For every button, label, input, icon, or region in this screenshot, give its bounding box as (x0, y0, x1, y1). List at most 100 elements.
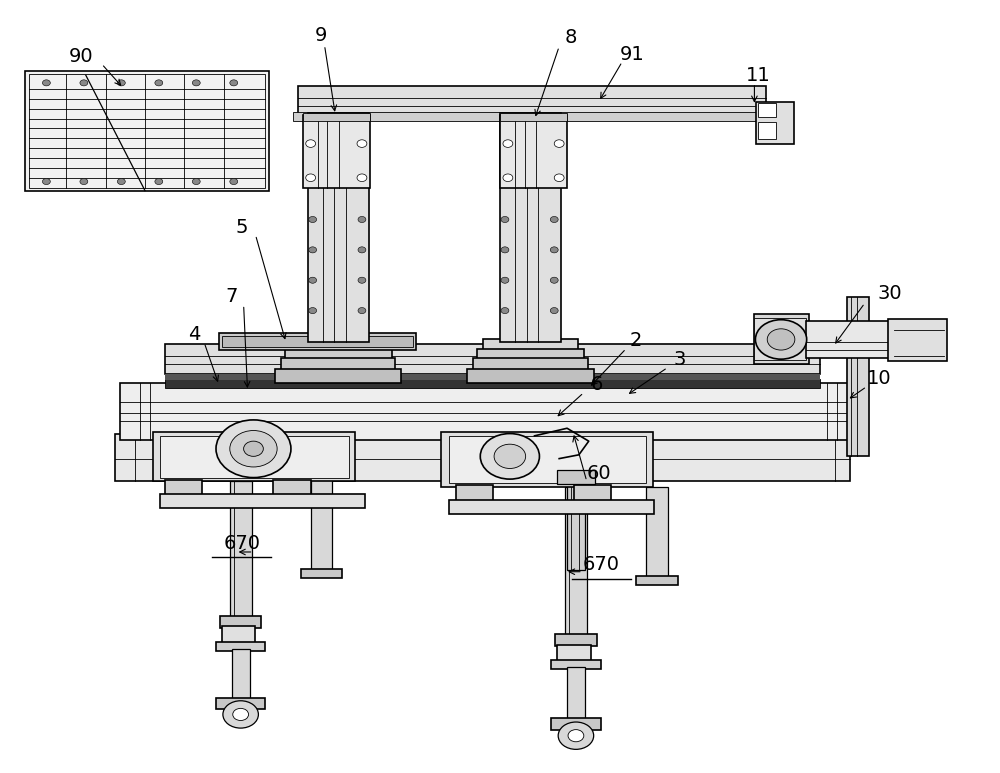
Text: 91: 91 (620, 45, 645, 63)
Bar (456, 485, 493, 502)
Circle shape (503, 174, 513, 182)
Text: 8: 8 (565, 28, 577, 47)
Bar (120, 383, 850, 440)
Text: 6: 6 (590, 376, 603, 394)
Bar (230, 482, 252, 618)
Bar (500, 115, 567, 188)
Bar (293, 112, 771, 121)
Bar (222, 626, 255, 643)
Bar (758, 104, 776, 117)
Circle shape (358, 308, 366, 314)
Bar (449, 500, 654, 514)
Circle shape (309, 247, 317, 253)
Bar (441, 432, 653, 487)
Bar (303, 115, 370, 188)
Bar (467, 369, 594, 383)
Bar (311, 479, 332, 570)
Bar (551, 660, 601, 669)
Circle shape (216, 420, 291, 478)
Circle shape (192, 80, 200, 86)
Circle shape (230, 431, 277, 467)
Bar (25, 70, 269, 191)
Circle shape (501, 247, 509, 253)
Bar (216, 698, 265, 709)
Bar (473, 358, 588, 371)
Bar (165, 379, 820, 388)
Text: 90: 90 (69, 47, 93, 66)
Circle shape (192, 179, 200, 185)
Circle shape (550, 278, 558, 283)
Bar (483, 339, 578, 350)
Bar (754, 318, 806, 360)
Text: 9: 9 (314, 26, 327, 46)
Bar (216, 642, 265, 651)
Bar (449, 436, 646, 483)
Bar (574, 485, 611, 502)
Bar (165, 344, 820, 374)
Circle shape (550, 216, 558, 223)
Circle shape (117, 80, 125, 86)
Bar (29, 73, 265, 188)
Circle shape (550, 308, 558, 314)
Bar (222, 336, 413, 347)
Circle shape (80, 179, 88, 185)
Text: 2: 2 (630, 332, 642, 350)
Bar (806, 322, 890, 358)
Circle shape (306, 174, 316, 182)
Bar (232, 649, 250, 700)
Circle shape (230, 179, 238, 185)
Bar (565, 488, 587, 635)
Bar (165, 374, 820, 380)
Bar (219, 333, 416, 350)
Bar (758, 122, 776, 139)
Bar (646, 487, 668, 577)
Bar (477, 349, 584, 360)
Text: 670: 670 (223, 534, 260, 553)
Circle shape (230, 80, 238, 86)
Circle shape (155, 179, 163, 185)
Bar (301, 569, 342, 577)
Bar (115, 434, 850, 482)
Text: 10: 10 (867, 369, 892, 388)
Circle shape (358, 216, 366, 223)
Circle shape (306, 140, 316, 148)
Text: 7: 7 (226, 288, 238, 306)
Bar (165, 480, 202, 496)
Bar (636, 577, 678, 585)
Text: 11: 11 (746, 66, 771, 85)
Bar (298, 86, 766, 114)
Circle shape (80, 80, 88, 86)
Circle shape (357, 174, 367, 182)
Circle shape (358, 247, 366, 253)
Text: 670: 670 (583, 555, 620, 574)
Text: 3: 3 (673, 350, 686, 369)
Circle shape (558, 722, 594, 749)
Circle shape (244, 441, 263, 456)
Text: 30: 30 (877, 284, 902, 303)
Text: 5: 5 (235, 217, 248, 237)
Circle shape (223, 701, 258, 728)
Bar (500, 113, 567, 121)
Circle shape (755, 320, 807, 359)
Circle shape (494, 444, 526, 468)
Bar (303, 113, 370, 121)
Bar (275, 369, 401, 383)
Circle shape (233, 708, 249, 720)
Bar (291, 339, 386, 350)
Circle shape (554, 174, 564, 182)
Circle shape (309, 308, 317, 314)
Circle shape (767, 329, 795, 350)
Bar (153, 432, 355, 482)
Circle shape (503, 140, 513, 148)
Bar (557, 645, 591, 661)
Circle shape (501, 278, 509, 283)
Circle shape (501, 308, 509, 314)
Bar (551, 718, 601, 730)
Bar (754, 315, 809, 364)
Bar (555, 634, 597, 646)
Circle shape (480, 434, 539, 479)
Circle shape (309, 216, 317, 223)
Bar (557, 470, 595, 484)
Bar (160, 494, 365, 508)
Bar (500, 113, 561, 342)
